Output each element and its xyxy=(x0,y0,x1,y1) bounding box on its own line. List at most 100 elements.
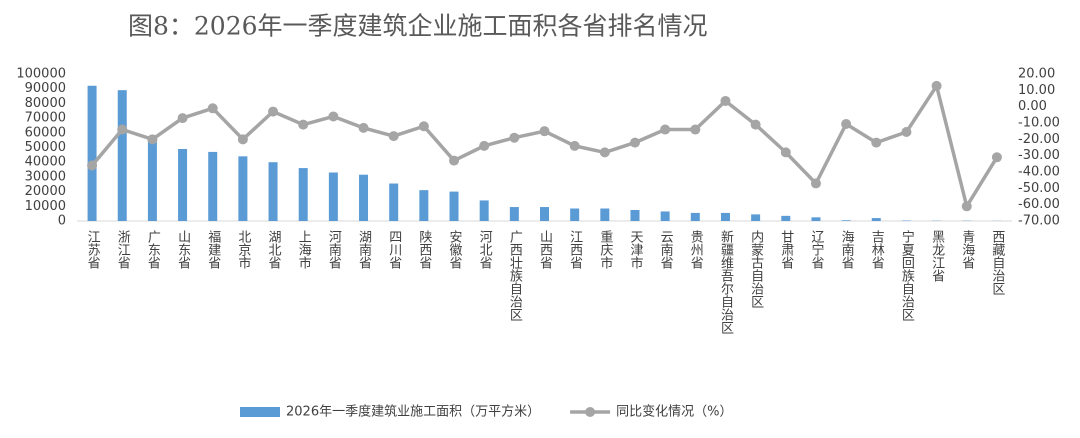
y2-tick-label: -20.00 xyxy=(1018,132,1060,147)
x-tick-label: 吉林省 xyxy=(869,230,885,269)
y-tick-label: 40000 xyxy=(25,155,66,170)
x-tick-label: 上海市 xyxy=(296,230,312,269)
x-tick-label: 辽宁省 xyxy=(808,230,824,269)
bar xyxy=(540,207,549,221)
y-tick-label: 10000 xyxy=(25,199,66,214)
x-tick-label: 广西壮族自治区 xyxy=(507,230,523,321)
line-point xyxy=(479,140,490,151)
x-tick-label: 西藏自治区 xyxy=(989,230,1005,295)
legend-swatch xyxy=(240,407,280,417)
y2-tick-label: -50.00 xyxy=(1018,181,1060,196)
x-tick-label: 青海省 xyxy=(959,230,975,269)
bar xyxy=(359,174,369,221)
x-tick-label: 福建省 xyxy=(205,230,221,269)
line-point xyxy=(901,126,912,137)
bar xyxy=(751,214,761,221)
line-point xyxy=(449,155,460,166)
x-tick-label: 四川省 xyxy=(386,230,402,269)
line-point xyxy=(569,140,580,151)
y2-tick-label: 20.00 xyxy=(1018,67,1055,82)
line-point xyxy=(358,122,369,133)
line-point xyxy=(298,119,309,130)
y-tick-label: 80000 xyxy=(25,96,66,111)
line-point xyxy=(418,121,429,132)
x-tick-label: 湖南省 xyxy=(356,230,372,269)
line-point xyxy=(629,137,640,148)
x-tick-label: 湖北省 xyxy=(266,230,282,269)
line xyxy=(90,84,999,209)
y-tick-label: 60000 xyxy=(25,125,66,140)
x-tick-label: 河北省 xyxy=(477,230,493,269)
bar xyxy=(720,212,730,221)
x-tick-label: 黑龙江省 xyxy=(929,230,945,282)
y2-tick-label: -10.00 xyxy=(1018,116,1060,131)
bar xyxy=(389,183,399,221)
line-point xyxy=(87,160,98,171)
x-tick-label: 云南省 xyxy=(658,230,674,269)
bar xyxy=(87,85,97,221)
y2-tick-label: -40.00 xyxy=(1018,165,1060,180)
bar xyxy=(479,200,489,221)
bar xyxy=(600,208,610,221)
bar xyxy=(298,168,308,221)
legend-swatch xyxy=(585,407,596,417)
line-point xyxy=(509,132,520,143)
bar xyxy=(147,137,157,221)
x-tick-label: 北京市 xyxy=(235,230,251,269)
y2-tick-label: 10.00 xyxy=(1018,83,1055,98)
y2-tick-label: 0.00 xyxy=(1018,99,1047,114)
x-tick-label: 重庆市 xyxy=(597,229,613,269)
line-point xyxy=(117,124,128,135)
bar xyxy=(781,215,791,221)
bar xyxy=(690,212,700,221)
x-tick-label: 天津市 xyxy=(627,230,643,269)
line-point xyxy=(991,152,1002,163)
line-point xyxy=(931,80,942,91)
y-tick-label: 50000 xyxy=(25,140,66,155)
x-tick-label: 安徽省 xyxy=(447,230,463,269)
y-tick-label: 0 xyxy=(58,214,66,229)
legend-label: 同比变化情况（%） xyxy=(616,404,732,420)
bar xyxy=(570,208,580,221)
x-tick-label: 山东省 xyxy=(175,230,191,269)
bar xyxy=(178,148,188,221)
bar xyxy=(630,209,640,221)
line-point xyxy=(841,118,852,129)
line-point xyxy=(810,178,821,189)
x-tick-label: 宁夏回族自治区 xyxy=(899,229,915,321)
y-tick-label: 20000 xyxy=(25,184,66,199)
line-point xyxy=(268,106,279,117)
line-point xyxy=(961,201,972,212)
bar xyxy=(117,90,127,221)
x-tick-label: 内蒙古自治区 xyxy=(748,229,764,308)
line-point xyxy=(599,147,610,158)
bar xyxy=(509,207,519,221)
bar xyxy=(238,156,248,221)
line-point xyxy=(147,134,158,145)
x-tick-label: 广东省 xyxy=(145,230,161,269)
line-point xyxy=(237,134,248,145)
line-point xyxy=(207,103,218,114)
bar xyxy=(660,211,670,221)
y-tick-label: 100000 xyxy=(16,67,66,82)
y-tick-label: 90000 xyxy=(25,81,66,96)
x-tick-label: 海南省 xyxy=(839,230,855,269)
bar xyxy=(208,151,218,221)
line-point xyxy=(690,124,701,135)
x-tick-label: 陕西省 xyxy=(416,230,432,269)
x-tick-label: 江西省 xyxy=(567,230,583,269)
line-point xyxy=(780,147,791,158)
x-tick-label: 浙江省 xyxy=(115,230,131,269)
line-point xyxy=(177,113,188,124)
x-tick-label: 山西省 xyxy=(537,230,553,269)
line-point xyxy=(388,131,399,142)
bar xyxy=(871,218,881,221)
legend-label: 2026年一季度建筑业施工面积（万平方米） xyxy=(286,404,540,420)
x-tick-label: 贵州省 xyxy=(688,230,704,269)
line-point xyxy=(660,124,671,135)
bar xyxy=(328,172,338,221)
line-point xyxy=(871,137,882,148)
chart-title: 图8：2026年一季度建筑企业施工面积各省排名情况 xyxy=(128,12,708,41)
x-tick-label: 河南省 xyxy=(326,230,342,269)
